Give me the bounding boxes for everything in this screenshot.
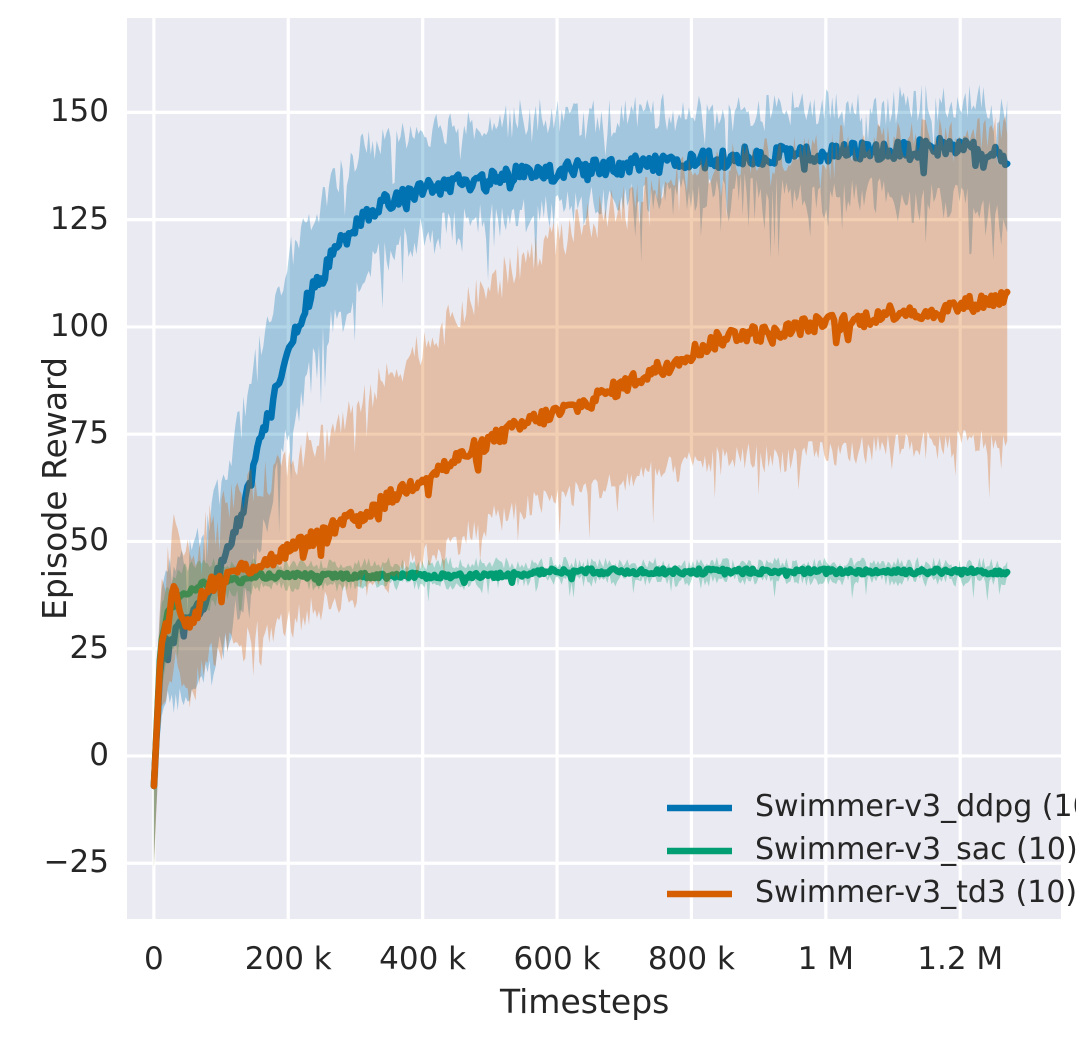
mean-line	[150, 134, 1011, 790]
x-axis-title: Timesteps	[500, 982, 670, 1021]
x-tick-label: 1 M	[797, 941, 854, 977]
y-tick-label: 150	[49, 93, 109, 130]
series-swimmer-v3-td3-10-	[150, 116, 1011, 868]
legend-label: Swimmer-v3_sac (10)	[755, 832, 1076, 867]
y-tick-label: −25	[43, 844, 109, 881]
y-tick-label: 0	[89, 736, 109, 773]
x-tick-label: 200 k	[244, 941, 332, 977]
mean-line	[150, 288, 1011, 790]
y-tick-label: 100	[49, 307, 109, 344]
legend-label: Swimmer-v3_td3 (10)	[755, 875, 1076, 910]
gridlines	[127, 18, 1061, 919]
legend-label: Swimmer-v3_ddpg (10)	[755, 789, 1076, 824]
x-tick-label: 400 k	[379, 941, 467, 977]
x-tick-label: 800 k	[647, 941, 735, 977]
mean-line	[150, 565, 1011, 790]
x-tick-label: 0	[144, 941, 164, 977]
y-tick-label: 75	[69, 415, 109, 452]
y-tick-label: 50	[69, 522, 109, 559]
x-tick-label: 1.2 M	[917, 941, 1004, 977]
y-tick-label: 125	[49, 200, 109, 237]
confidence-band	[153, 556, 1008, 868]
series-swimmer-v3-ddpg-10-	[150, 84, 1011, 859]
y-axis-title: Episode Reward	[35, 357, 74, 620]
y-tick-label: 25	[69, 629, 109, 666]
x-tick-label: 600 k	[513, 941, 601, 977]
confidence-band	[153, 116, 1008, 868]
series-swimmer-v3-sac-10-	[150, 556, 1011, 868]
